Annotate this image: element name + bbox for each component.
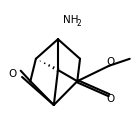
Text: NH: NH bbox=[63, 15, 79, 25]
Text: O: O bbox=[8, 68, 17, 79]
Text: 2: 2 bbox=[77, 19, 81, 28]
Text: O: O bbox=[106, 94, 115, 104]
Text: O: O bbox=[106, 57, 115, 67]
